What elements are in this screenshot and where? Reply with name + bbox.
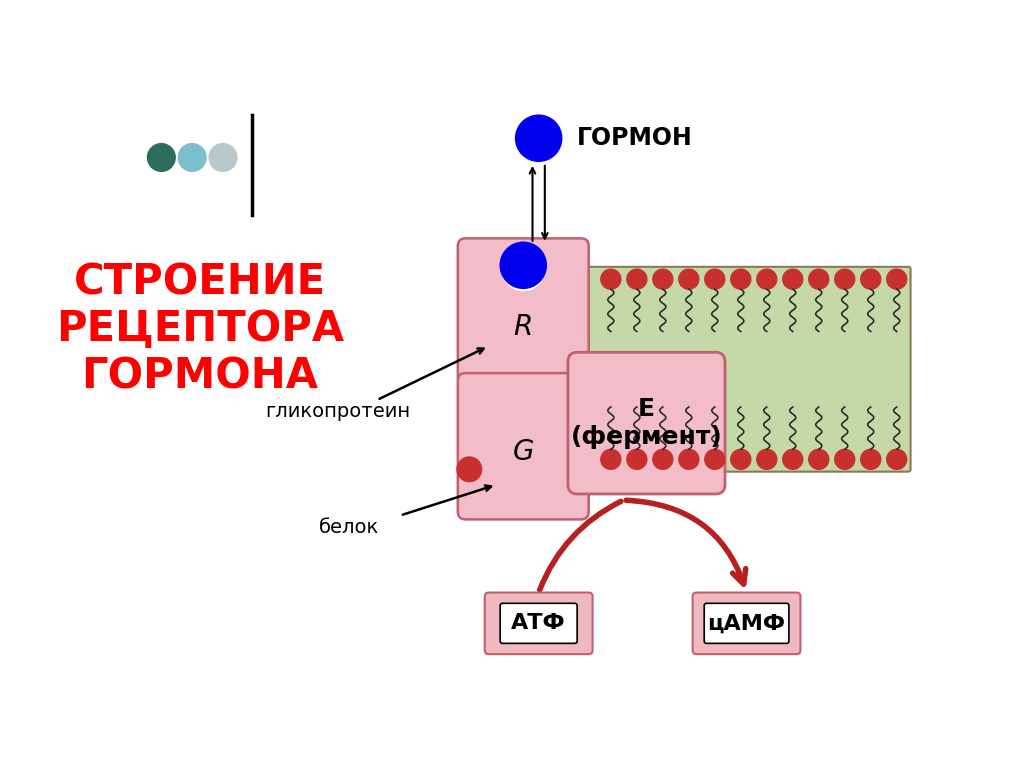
Circle shape (757, 449, 777, 469)
FancyBboxPatch shape (500, 604, 578, 644)
FancyBboxPatch shape (692, 593, 801, 654)
Circle shape (500, 242, 547, 288)
Circle shape (209, 143, 237, 171)
Circle shape (627, 269, 647, 289)
Circle shape (809, 269, 828, 289)
Circle shape (731, 449, 751, 469)
Circle shape (757, 269, 777, 289)
Text: АТФ: АТФ (511, 614, 566, 634)
Circle shape (887, 449, 906, 469)
Circle shape (601, 449, 621, 469)
FancyBboxPatch shape (705, 604, 788, 644)
Text: белок: белок (319, 518, 380, 537)
FancyBboxPatch shape (458, 373, 589, 519)
FancyBboxPatch shape (568, 352, 725, 494)
Text: ГОРМОН: ГОРМОН (578, 127, 693, 150)
Circle shape (835, 269, 855, 289)
Text: цАМФ: цАМФ (708, 614, 785, 634)
Text: G: G (512, 438, 534, 466)
Text: Е
(фермент): Е (фермент) (570, 397, 722, 449)
FancyBboxPatch shape (484, 593, 593, 654)
Circle shape (705, 449, 725, 469)
Circle shape (653, 269, 673, 289)
Circle shape (653, 449, 673, 469)
Circle shape (705, 269, 725, 289)
Circle shape (679, 449, 698, 469)
Circle shape (679, 269, 698, 289)
Circle shape (887, 269, 906, 289)
Circle shape (861, 449, 881, 469)
Circle shape (782, 269, 803, 289)
Circle shape (861, 269, 881, 289)
FancyBboxPatch shape (458, 239, 589, 384)
Circle shape (809, 449, 828, 469)
Circle shape (515, 115, 562, 161)
Circle shape (627, 449, 647, 469)
Circle shape (731, 269, 751, 289)
Circle shape (457, 457, 481, 482)
Text: СТРОЕНИЕ
РЕЦЕПТОРА
ГОРМОНА: СТРОЕНИЕ РЕЦЕПТОРА ГОРМОНА (55, 262, 344, 397)
Circle shape (147, 143, 175, 171)
Text: R: R (514, 313, 532, 341)
FancyBboxPatch shape (460, 267, 910, 472)
Circle shape (601, 269, 621, 289)
Circle shape (178, 143, 206, 171)
Circle shape (782, 449, 803, 469)
Text: гликопротеин: гликопротеин (265, 402, 411, 421)
Circle shape (502, 248, 545, 291)
Circle shape (835, 449, 855, 469)
